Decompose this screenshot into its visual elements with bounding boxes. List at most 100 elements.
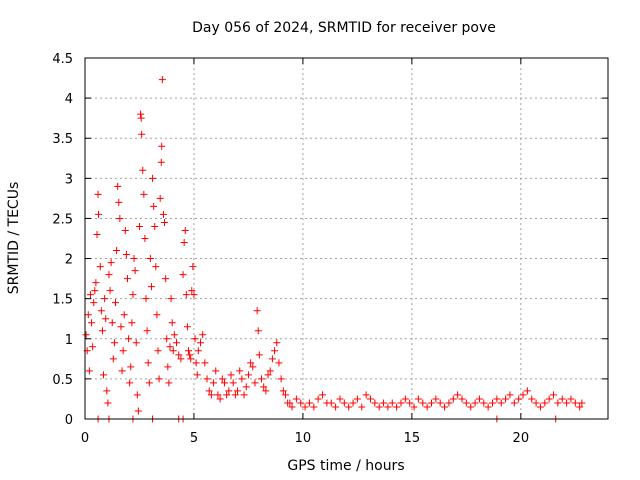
- data-point-0-45: [131, 267, 139, 275]
- data-point-0-68: [155, 375, 163, 383]
- data-point-0-178: [432, 395, 440, 403]
- data-point-0-104: [201, 359, 209, 367]
- data-point-0-171: [401, 395, 409, 403]
- data-point-0-22: [106, 287, 114, 295]
- data-point-0-100: [193, 371, 201, 379]
- x-axis-title: GPS time / hours: [287, 458, 404, 474]
- y-tick-label-1: 0.5: [52, 373, 73, 388]
- data-point-0-61: [147, 283, 155, 291]
- data-point-0-64: [151, 222, 159, 230]
- data-point-0-31: [116, 214, 124, 222]
- data-point-0-63: [150, 202, 158, 210]
- data-point-0-84: [173, 339, 181, 347]
- data-point-0-114: [223, 391, 231, 399]
- data-point-0-188: [475, 395, 483, 403]
- plot-frame: [84, 57, 609, 420]
- data-point-0-93: [186, 351, 194, 359]
- data-point-0-6: [89, 343, 97, 351]
- data-point-0-106: [205, 387, 213, 395]
- data-point-0-145: [288, 403, 296, 411]
- data-point-0-157: [340, 399, 348, 407]
- data-point-0-16: [100, 371, 108, 379]
- data-point-0-144: [286, 399, 294, 407]
- data-point-0-111: [216, 395, 224, 403]
- data-point-0-70: [157, 158, 165, 166]
- data-point-0-32: [117, 323, 125, 331]
- x-tick-labels: 0 5 10 15 20: [81, 431, 529, 446]
- data-point-0-177: [427, 399, 435, 407]
- data-point-0-130: [255, 351, 263, 359]
- data-point-0-79: [166, 343, 174, 351]
- data-point-0-141: [279, 387, 287, 395]
- data-point-0-30: [115, 198, 123, 206]
- data-point-0-149: [305, 399, 313, 407]
- y-tick-label-9: 4.5: [52, 52, 73, 67]
- data-point-0-105: [203, 375, 211, 383]
- data-point-0-101: [194, 347, 202, 355]
- data-point-0-140: [277, 375, 285, 383]
- data-point-0-115: [225, 387, 233, 395]
- data-point-0-210: [571, 399, 579, 407]
- data-point-0-98: [191, 335, 199, 343]
- data-point-0-191: [489, 399, 497, 407]
- data-point-0-173: [410, 403, 418, 411]
- data-point-0-212: [578, 399, 586, 407]
- data-point-0-83: [170, 331, 178, 339]
- data-point-0-134: [264, 371, 272, 379]
- data-point-0-88: [180, 239, 188, 247]
- data-point-0-65: [152, 263, 160, 271]
- data-point-0-47: [133, 391, 141, 399]
- data-point-0-193: [497, 399, 505, 407]
- data-point-0-206: [554, 399, 562, 407]
- data-point-0-38: [123, 275, 131, 283]
- data-point-0-77: [164, 363, 172, 371]
- data-point-0-40: [126, 379, 134, 387]
- data-point-0-26: [110, 339, 118, 347]
- data-point-0-78: [165, 379, 173, 387]
- data-point-0-121: [238, 375, 246, 383]
- data-point-0-162: [362, 391, 370, 399]
- data-point-0-107: [207, 391, 215, 399]
- data-point-0-19: [103, 387, 111, 395]
- data-point-0-203: [541, 399, 549, 407]
- data-point-0-91: [183, 323, 191, 331]
- data-point-0-150: [310, 403, 318, 411]
- data-point-0-76: [163, 335, 171, 343]
- data-point-0-10: [93, 230, 101, 238]
- data-point-0-195: [506, 391, 514, 399]
- data-point-0-95: [188, 287, 196, 295]
- data-point-0-119: [234, 387, 242, 395]
- data-point-0-194: [502, 395, 510, 403]
- data-point-0-41: [127, 363, 135, 371]
- data-point-0-197: [515, 395, 523, 403]
- data-point-0-15: [98, 327, 106, 335]
- data-point-0-39: [125, 335, 133, 343]
- data-point-0-23: [107, 259, 115, 267]
- data-point-0-86: [177, 355, 185, 363]
- data-point-0-124: [244, 371, 252, 379]
- data-point-0-81: [168, 319, 176, 327]
- data-point-0-52: [138, 130, 146, 138]
- data-point-0-80: [167, 295, 175, 303]
- data-point-0-5: [88, 319, 96, 327]
- data-point-0-132: [260, 383, 268, 391]
- data-point-0-12: [95, 210, 103, 218]
- data-point-0-116: [227, 371, 235, 379]
- data-point-0-89: [181, 226, 189, 234]
- data-point-0-54: [140, 190, 148, 198]
- data-point-0-94: [187, 355, 195, 363]
- data-point-0-29: [114, 182, 122, 190]
- data-point-0-160: [353, 395, 361, 403]
- axis-ticks: [84, 57, 608, 420]
- data-point-0-123: [242, 383, 250, 391]
- data-point-0-170: [397, 399, 405, 407]
- data-point-0-181: [445, 399, 453, 407]
- data-point-0-167: [384, 403, 392, 411]
- data-point-0-17: [101, 295, 109, 303]
- data-point-0-176: [423, 403, 431, 411]
- data-point-0-209: [567, 395, 575, 403]
- data-point-0-27: [112, 299, 120, 307]
- data-point-0-172: [406, 399, 414, 407]
- data-point-0-152: [319, 391, 327, 399]
